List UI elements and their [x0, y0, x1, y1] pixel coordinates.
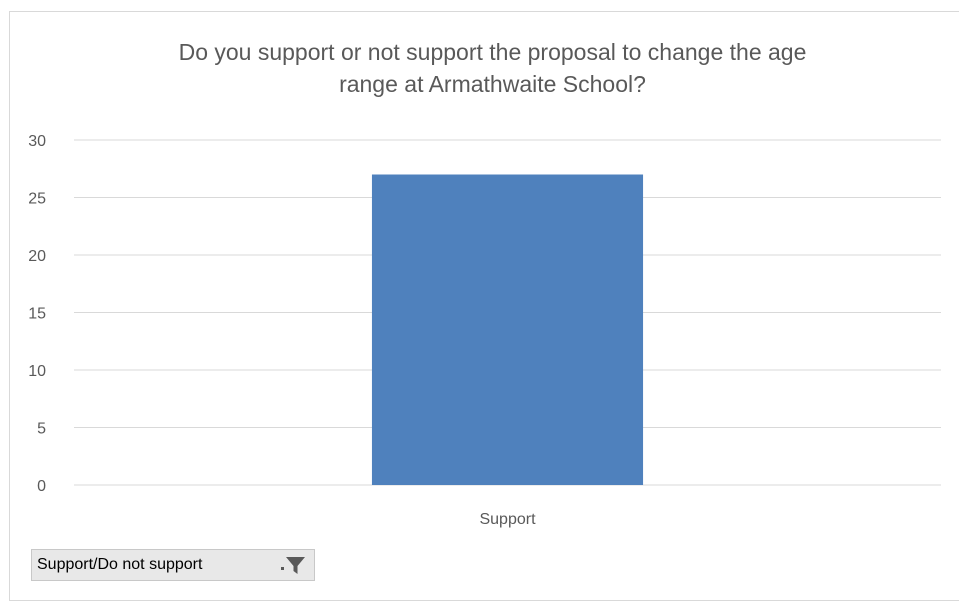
dropdown-dot-icon: [281, 567, 284, 570]
filter-dropdown-icon[interactable]: [280, 555, 306, 575]
y-tick-label: 25: [28, 191, 46, 208]
funnel-icon: [286, 557, 305, 574]
y-tick-label: 30: [28, 133, 46, 150]
filter-field-label: Support/Do not support: [37, 556, 203, 573]
field-filter-button[interactable]: Support/Do not support: [31, 549, 315, 581]
y-tick-label: 10: [28, 363, 46, 380]
chart-title: Do you support or not support the propos…: [178, 39, 807, 97]
y-tick-label: 15: [28, 306, 46, 323]
bar-support[interactable]: [371, 174, 644, 486]
y-tick-label: 20: [28, 248, 46, 265]
y-tick-label: 5: [37, 421, 46, 438]
x-category-label: Support: [479, 511, 536, 528]
y-tick-label: 0: [37, 478, 46, 495]
